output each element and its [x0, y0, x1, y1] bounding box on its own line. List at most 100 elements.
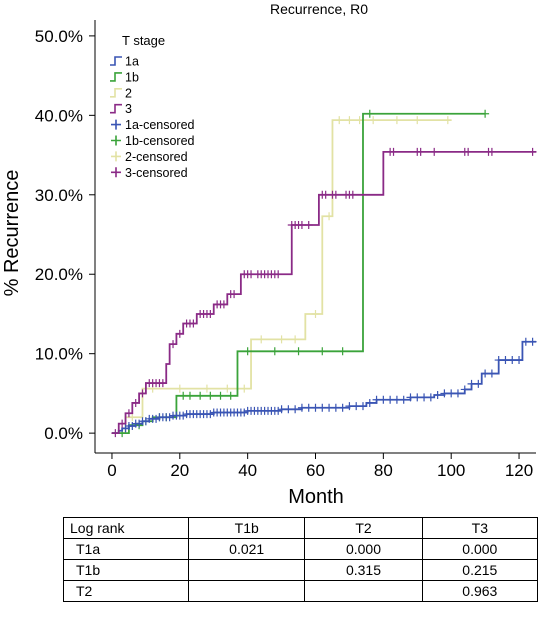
- y-tick-label: 10.0%: [35, 345, 83, 364]
- censor-mark-1b: [338, 347, 347, 356]
- table-cell: 0.963: [421, 580, 538, 602]
- censor-mark-1a: [392, 395, 401, 404]
- table-cell: T1b: [62, 559, 190, 581]
- legend-step-1a: [110, 56, 122, 66]
- censor-mark-1a: [433, 391, 442, 400]
- x-tick-label: 100: [437, 461, 465, 480]
- censor-mark-1a: [304, 403, 313, 412]
- censor-mark-1a: [453, 389, 462, 398]
- censor-mark-3: [124, 409, 133, 418]
- censor-mark-2: [325, 212, 334, 221]
- censor-mark-1a: [528, 337, 537, 346]
- censor-mark-1a: [291, 405, 300, 414]
- censor-mark-1a: [372, 395, 381, 404]
- censor-mark-3: [247, 270, 256, 279]
- censor-mark-1a: [447, 389, 456, 398]
- censor-mark-1a: [165, 413, 174, 422]
- censor-mark-1b: [179, 391, 188, 400]
- censor-mark-1a: [406, 393, 415, 402]
- y-axis-title: % Recurrence: [1, 170, 23, 297]
- censor-mark-3: [189, 319, 198, 328]
- censor-mark-1a: [515, 356, 524, 365]
- censor-mark-1b: [481, 109, 490, 118]
- censor-mark-2: [291, 335, 300, 344]
- censor-mark-3: [175, 329, 184, 338]
- censor-mark-1a: [284, 405, 293, 414]
- y-ticks: 0.0% 10.0% 20.0% 30.0% 40.0% 50.0%: [35, 27, 95, 443]
- legend-label: 2-censored: [125, 150, 188, 164]
- table-cell: 0.000: [304, 538, 423, 560]
- censor-mark-1a: [345, 402, 354, 411]
- series-layer: [111, 109, 537, 438]
- series-3: [111, 147, 537, 438]
- censor-mark-3: [111, 429, 120, 438]
- censor-mark-1a: [481, 369, 490, 378]
- legend-title: T stage: [122, 33, 165, 48]
- censor-mark-3: [348, 190, 357, 199]
- censor-mark-1a: [318, 403, 327, 412]
- table-row: T2 0.963: [62, 580, 538, 602]
- censor-mark-1a: [152, 414, 161, 423]
- legend-step-1b: [110, 72, 122, 82]
- censor-mark-3: [169, 340, 178, 349]
- table-cell: 0.021: [188, 538, 306, 560]
- censor-mark-3: [304, 220, 313, 229]
- legend-label: 2: [125, 86, 132, 100]
- y-tick-label: 50.0%: [35, 27, 83, 46]
- chart-title: Recurrence, R0: [270, 1, 368, 17]
- table-cell: [304, 580, 423, 602]
- x-tick-label: 60: [306, 461, 325, 480]
- censor-mark-1a: [365, 398, 374, 407]
- chart: Recurrence, R0 0.0% 10.0% 20.0% 30.0% 40.0% 5…: [1, 1, 537, 508]
- censor-mark-1b: [226, 391, 235, 400]
- censor-mark-1a: [379, 395, 388, 404]
- censor-mark-2: [443, 116, 452, 125]
- table-header-cell: T3: [421, 517, 538, 539]
- censor-mark-1b: [185, 391, 194, 400]
- legend-censor-2: [111, 151, 121, 162]
- series-line-3: [111, 150, 536, 435]
- censor-mark-2: [311, 309, 320, 318]
- censor-mark-3: [206, 309, 215, 318]
- legend-label: 1a: [125, 55, 139, 69]
- censor-mark-2: [413, 116, 422, 125]
- censor-mark-3: [331, 190, 340, 199]
- x-tick-label: 0: [107, 461, 116, 480]
- legend-label: 1a-censored: [125, 118, 195, 132]
- series-2: [111, 116, 452, 435]
- legend-step-3: [110, 103, 122, 114]
- censor-mark-2: [257, 335, 266, 344]
- censor-mark-1a: [494, 356, 503, 365]
- censor-mark-1b: [206, 391, 215, 400]
- censor-mark-1b: [196, 391, 205, 400]
- censor-mark-1a: [358, 402, 367, 411]
- censor-mark-3: [321, 190, 330, 199]
- censor-mark-3: [131, 398, 140, 407]
- table-row: T1b 0.315 0.215: [62, 559, 538, 581]
- censor-mark-1a: [297, 403, 306, 412]
- censor-mark-1a: [487, 369, 496, 378]
- censor-mark-1b: [318, 347, 327, 356]
- censor-mark-1a: [440, 389, 449, 398]
- censor-mark-1a: [474, 379, 483, 388]
- series-1a: [111, 337, 537, 435]
- censor-mark-1a: [399, 395, 408, 404]
- censor-mark-2: [369, 116, 378, 125]
- censor-mark-1a: [426, 393, 435, 402]
- x-tick-label: 120: [505, 461, 533, 480]
- censor-mark-3: [297, 220, 306, 229]
- table-cell: [188, 559, 306, 581]
- legend-label: 3: [125, 102, 132, 116]
- censor-mark-2: [175, 384, 184, 393]
- legend-label: 1b: [125, 70, 139, 84]
- censor-mark-2: [202, 384, 211, 393]
- series-line-1a: [111, 340, 536, 435]
- x-tick-label: 80: [374, 461, 393, 480]
- x-axis-title: Month: [288, 486, 344, 508]
- y-tick-label: 0.0%: [44, 424, 83, 443]
- censor-mark-1b: [243, 347, 252, 356]
- table-cell: [188, 580, 306, 602]
- censor-mark-2: [223, 384, 232, 393]
- censor-mark-1a: [467, 379, 476, 388]
- log-rank-table: Log rank T1b T2 T3 T1a 0.021 0.000 0.000 T1b 0.31…: [62, 517, 538, 602]
